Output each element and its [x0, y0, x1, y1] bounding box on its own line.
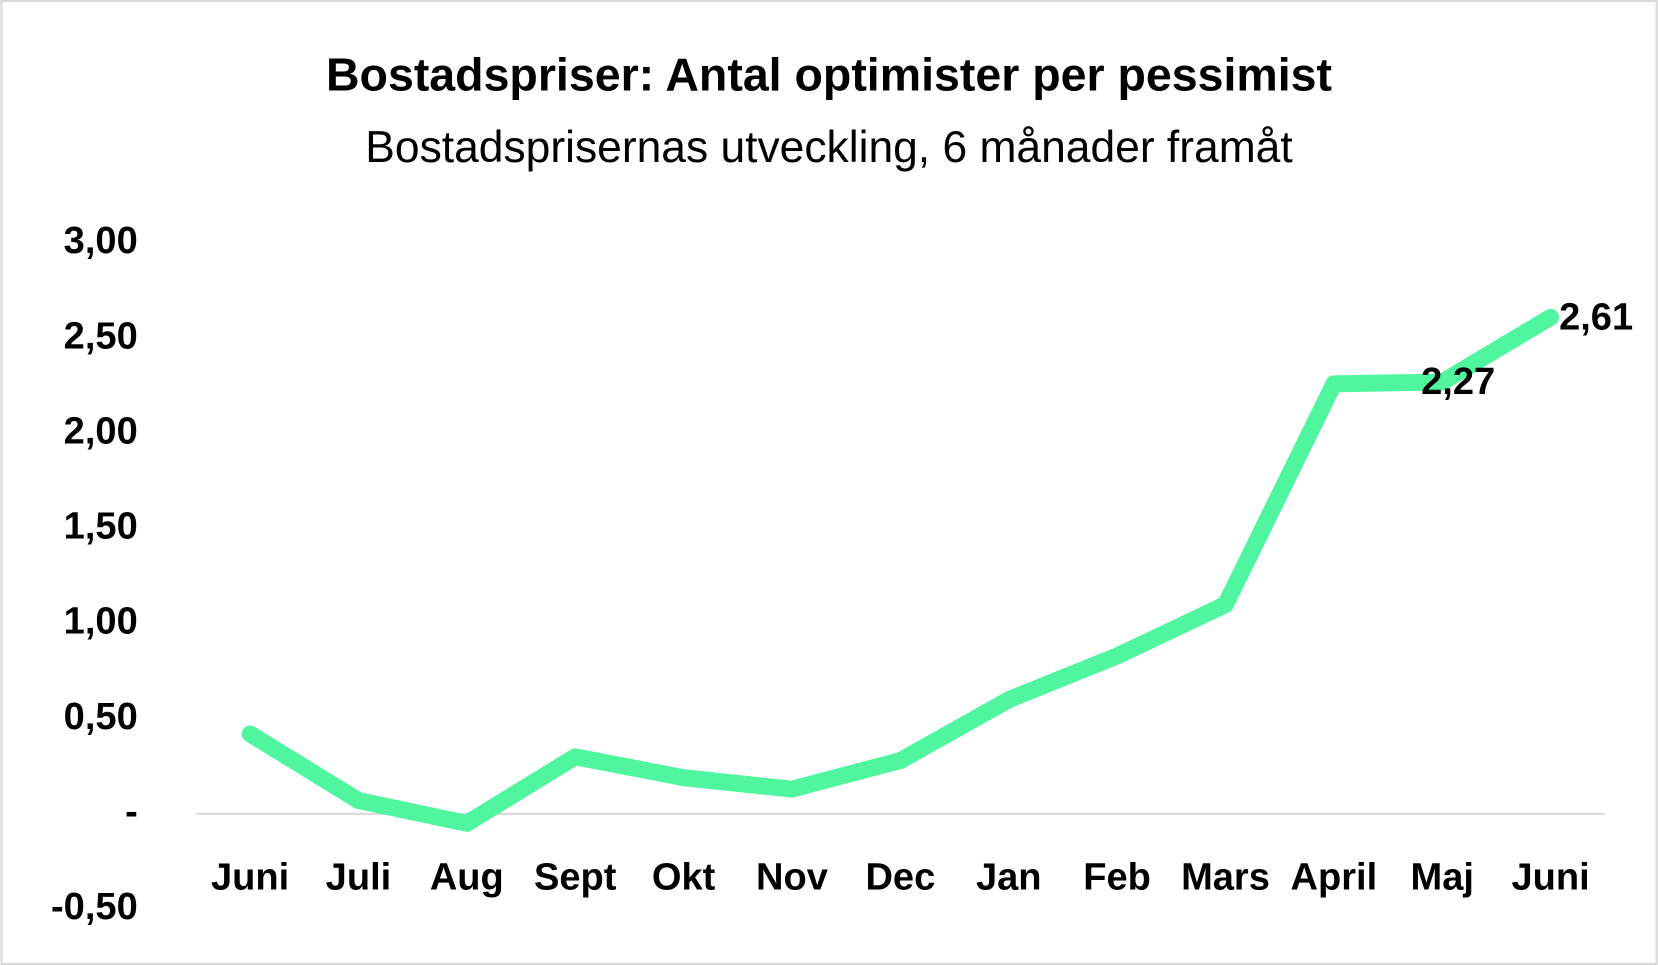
y-tick-label: 1,00	[64, 601, 138, 643]
x-tick-label: Juni	[211, 856, 289, 898]
x-tick-label: April	[1291, 856, 1378, 898]
chart-title: Bostadspriser: Antal optimister per pess…	[326, 48, 1332, 100]
data-label: 2,27	[1421, 361, 1495, 403]
data-label: 2,61	[1559, 296, 1633, 338]
x-tick-label: Maj	[1411, 856, 1474, 898]
y-tick-label: 2,50	[64, 315, 138, 357]
x-tick-label: Dec	[865, 856, 935, 898]
x-tick-label: Okt	[652, 856, 716, 898]
y-tick-label: -0,50	[51, 886, 138, 928]
x-tick-label: Juni	[1512, 856, 1590, 898]
y-tick-label: 1,50	[64, 506, 138, 548]
y-tick-label: -	[125, 791, 138, 833]
y-tick-label: 2,00	[64, 410, 138, 452]
chart-subtitle: Bostadsprisernas utveckling, 6 månader f…	[365, 123, 1292, 172]
y-tick-label: 3,00	[64, 220, 138, 262]
x-tick-label: Mars	[1181, 856, 1270, 898]
x-tick-label: Nov	[756, 856, 828, 898]
x-tick-label: Jan	[976, 856, 1042, 898]
y-tick-label: 0,50	[64, 696, 138, 738]
x-tick-label: Sept	[534, 856, 617, 898]
x-tick-label: Aug	[430, 856, 504, 898]
x-tick-label: Feb	[1083, 856, 1151, 898]
data-line	[241, 308, 1560, 832]
x-tick-label: Juli	[326, 856, 392, 898]
